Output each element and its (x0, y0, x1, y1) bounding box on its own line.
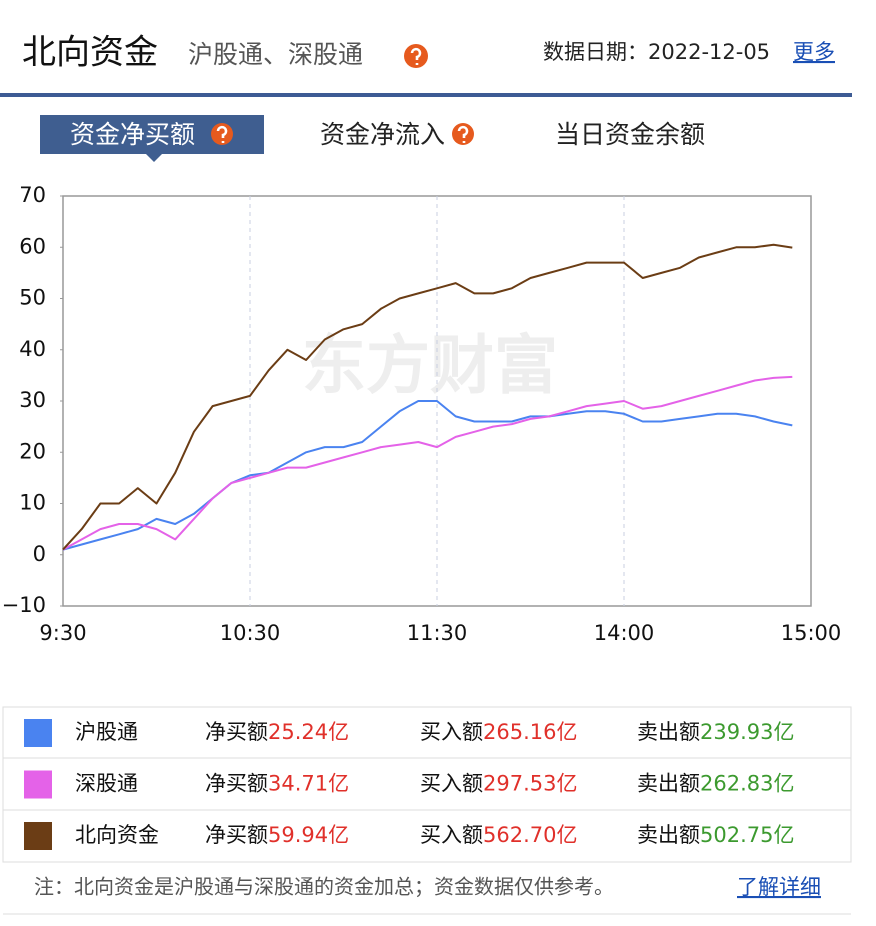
legend-cell: 买入额562.70亿 (420, 823, 577, 847)
cell-value: 59.94亿 (268, 823, 349, 847)
cell-label: 净买额 (205, 772, 268, 796)
cell-value: 34.71亿 (268, 772, 349, 796)
x-tick-label: 10:30 (220, 621, 281, 645)
x-tick-label: 15:00 (781, 621, 842, 645)
subtitle: 沪股通、深股通 (188, 40, 363, 69)
cell-value: 262.83亿 (700, 772, 794, 796)
y-tick-label: 50 (19, 286, 46, 310)
more-link[interactable]: 更多 (793, 40, 835, 64)
y-tick-label: 40 (19, 337, 46, 361)
cell-label: 买入额 (420, 772, 483, 796)
page-title: 北向资金 (22, 33, 158, 73)
legend-cell: 净买额25.24亿 (205, 720, 349, 744)
series-line (62, 400, 793, 551)
legend-swatch (24, 770, 52, 799)
cell-label: 买入额 (420, 823, 483, 847)
legend-cell: 净买额34.71亿 (205, 772, 349, 796)
footer-note: 注：北向资金是沪股通与深股通的资金加总；资金数据仅供参考。 (34, 875, 614, 899)
series-line (62, 243, 793, 551)
y-tick-label: −10 (2, 593, 46, 617)
y-tick-label: 30 (19, 388, 46, 412)
y-tick-label: 20 (19, 439, 46, 463)
y-tick-label: 70 (19, 183, 46, 207)
cell-label: 买入额 (420, 720, 483, 744)
legend-name: 深股通 (75, 772, 138, 796)
cell-label: 卖出额 (637, 772, 700, 796)
tab[interactable]: 当日资金余额 (555, 120, 705, 149)
legend-swatch (24, 719, 52, 747)
legend-cell: 买入额297.53亿 (420, 772, 577, 796)
legend-cell: 卖出额502.75亿 (637, 823, 794, 847)
cell-value: 239.93亿 (700, 720, 794, 744)
legend-cell: 卖出额262.83亿 (637, 772, 794, 796)
header-rule (0, 93, 852, 97)
cell-value: 562.70亿 (483, 823, 577, 847)
x-tick-label: 11:30 (407, 621, 468, 645)
legend-table (2, 706, 852, 863)
watermark: 东方财富 (302, 330, 558, 404)
active-tab-pointer (146, 154, 162, 162)
cell-value: 502.75亿 (700, 823, 794, 847)
tab[interactable]: 资金净买额 (70, 120, 195, 149)
help-icon[interactable] (452, 123, 474, 145)
help-icon[interactable] (211, 123, 233, 145)
data-date: 数据日期：2022-12-05 (543, 40, 770, 64)
icon-glyph (457, 125, 469, 143)
x-tick-label: 9:30 (39, 621, 86, 645)
x-tick-label: 14:00 (594, 621, 655, 645)
series-line (62, 375, 793, 551)
cell-value: 297.53亿 (483, 772, 577, 796)
legend-swatch (24, 822, 52, 850)
legend-cell: 买入额265.16亿 (420, 720, 577, 744)
cell-value: 265.16亿 (483, 720, 577, 744)
y-tick-label: 0 (33, 542, 46, 566)
legend-cell: 净买额59.94亿 (205, 823, 349, 847)
cell-label: 卖出额 (637, 823, 700, 847)
y-tick-label: 60 (19, 234, 46, 258)
legend-name: 北向资金 (75, 823, 159, 847)
cell-value: 25.24亿 (268, 720, 349, 744)
legend-name: 沪股通 (75, 720, 138, 744)
icon-glyph (216, 125, 228, 143)
tabs: 资金净买额 资金净流入 当日资金余额 (40, 115, 705, 162)
help-icon[interactable] (404, 44, 428, 68)
legend-cell: 卖出额239.93亿 (637, 720, 794, 744)
learn-more-link[interactable]: 了解详细 (737, 875, 821, 899)
chart: −10 0 10 20 30 40 50 60 70 9:30 10:30 11:30 14:00 15:… (2, 183, 842, 645)
tab[interactable]: 资金净流入 (320, 120, 445, 149)
y-tick-label: 10 (19, 491, 46, 515)
cell-label: 净买额 (205, 823, 268, 847)
cell-label: 净买额 (205, 720, 268, 744)
cell-label: 卖出额 (637, 720, 700, 744)
